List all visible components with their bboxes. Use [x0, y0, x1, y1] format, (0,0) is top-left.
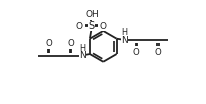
- Text: O: O: [132, 48, 139, 57]
- Text: O: O: [67, 39, 74, 48]
- Text: O: O: [46, 39, 53, 48]
- Text: H: H: [79, 43, 85, 53]
- Text: N: N: [121, 36, 128, 45]
- Text: O: O: [154, 48, 161, 57]
- Text: H: H: [121, 28, 127, 37]
- Text: O: O: [76, 22, 83, 31]
- Text: N: N: [79, 51, 86, 60]
- Text: OH: OH: [85, 10, 99, 19]
- Text: O: O: [100, 22, 107, 31]
- Text: S: S: [88, 21, 95, 31]
